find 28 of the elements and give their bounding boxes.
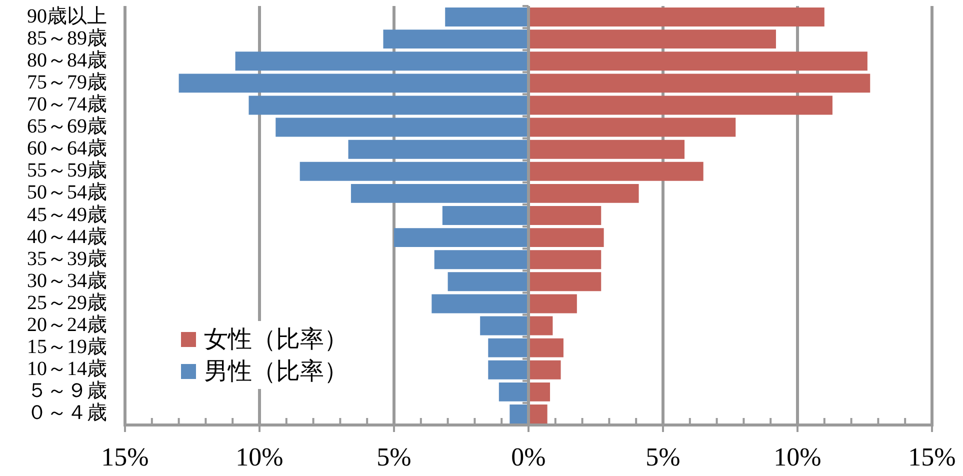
y-tick-label: 90歳以上 [27,5,107,28]
y-tick-label: 40～44歳 [27,226,107,248]
y-tick-label: 65～69歳 [27,116,107,138]
y-tick-label: 80～84歳 [27,49,107,72]
y-tick-label: 55～59歳 [27,160,107,182]
x-tick-label: 5% [646,442,680,472]
y-tick-label: 20～24歳 [27,314,107,336]
y-tick-label: 85～89歳 [27,27,107,50]
y-tick-label: 10～14歳 [27,358,107,380]
y-tick-label: 30～34歳 [27,270,107,292]
y-tick-label: 45～49歳 [27,204,107,226]
y-tick-label: 70～74歳 [27,93,107,116]
x-tick-label: 15% [908,442,956,472]
y-tick-label: 75～79歳 [27,71,107,94]
y-tick-label: 35～39歳 [27,248,107,270]
x-tick-label: 10% [236,442,284,472]
legend-label: 女性（比率） [204,326,348,355]
y-tick-label: ５～９歳 [27,380,107,402]
x-tick-label: 10% [774,442,822,472]
y-tick-label: 50～54歳 [27,182,107,204]
y-tick-label: 25～29歳 [27,292,107,314]
y-tick-label: ０～４歳 [27,402,107,424]
x-tick-label: 0% [511,442,546,472]
x-tick-label: 5% [376,442,412,472]
y-tick-label: 60～64歳 [27,138,107,160]
y-tick-label: 15～19歳 [27,336,107,358]
legend-label: 男性（比率） [204,358,348,387]
x-tick-label: 15% [101,442,149,472]
